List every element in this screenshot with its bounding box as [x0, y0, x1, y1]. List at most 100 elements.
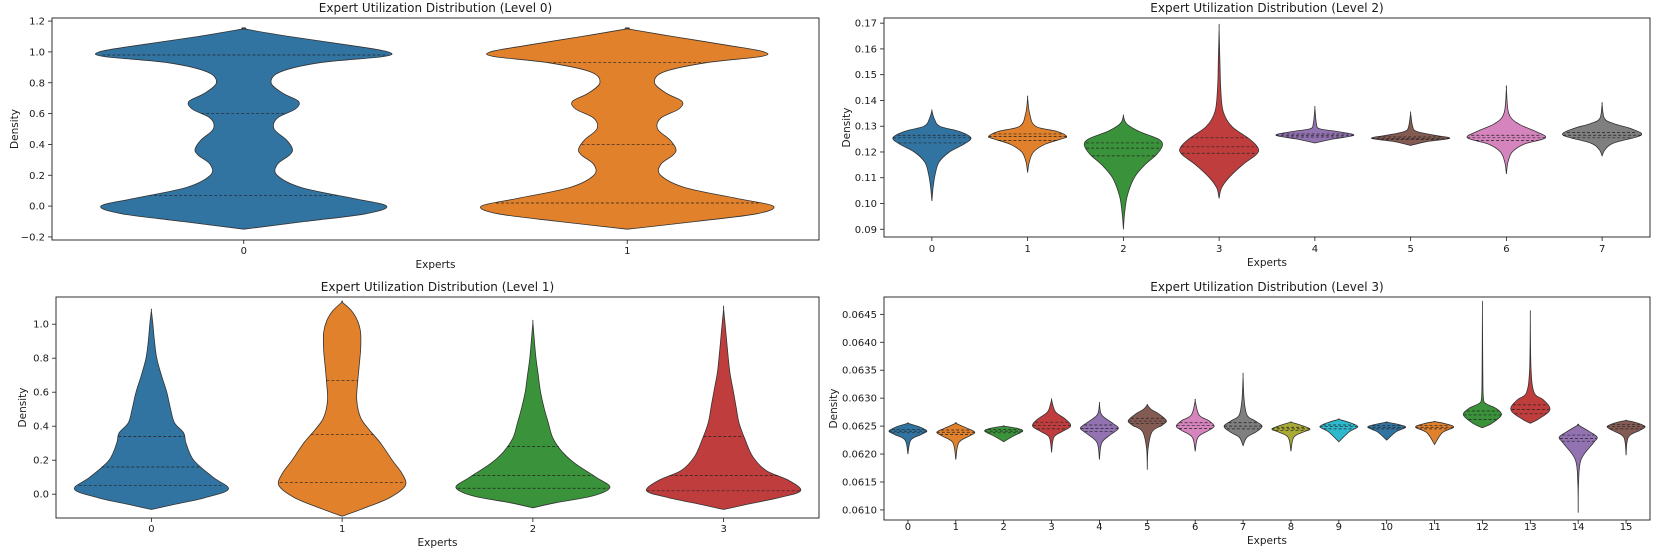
chart-title: Expert Utilization Distribution (Level 0… [319, 1, 552, 15]
panel-1: Expert Utilization Distribution (Level 2… [841, 1, 1651, 269]
x-tick-label: 13 [1524, 522, 1537, 533]
x-tick-label: 5 [1407, 244, 1413, 255]
violin-expert-13 [1510, 310, 1551, 424]
axes-frame [55, 296, 820, 519]
violin-expert-1 [480, 27, 775, 230]
y-tick-label: 0.14 [855, 96, 877, 107]
y-tick-label: 0.0 [29, 202, 45, 213]
violin-expert-1 [936, 422, 976, 460]
violin-expert-0 [95, 27, 393, 230]
violin-expert-4 [1275, 105, 1355, 144]
x-tick-label: 1 [339, 524, 345, 535]
y-tick-label: 0.2 [29, 171, 45, 182]
axes-frame [883, 296, 1651, 521]
y-tick-label: 0.15 [855, 70, 877, 81]
x-tick-label: 15 [1620, 522, 1633, 533]
x-tick-label: 3 [1048, 522, 1054, 533]
y-tick-label: 0.4 [33, 422, 49, 433]
x-tick-label: 0 [905, 522, 911, 533]
violin-expert-4 [1080, 401, 1119, 460]
x-tick-label: 2 [1120, 244, 1126, 255]
y-tick-label: 0.8 [29, 78, 45, 89]
x-tick-label: 0 [241, 246, 247, 257]
violin-expert-14 [1558, 423, 1598, 513]
x-tick-label: 8 [1288, 522, 1294, 533]
violin-expert-2 [984, 425, 1024, 443]
panel-2: Expert Utilization Distribution (Level 1… [17, 280, 820, 549]
chart-title: Expert Utilization Distribution (Level 2… [1150, 1, 1383, 15]
y-tick-label: 0.0610 [842, 505, 877, 516]
y-tick-label: 0.4 [29, 140, 45, 151]
y-tick-label: 0.10 [855, 199, 877, 210]
y-tick-label: 0.2 [33, 456, 49, 467]
x-tick-label: 10 [1380, 522, 1393, 533]
y-tick-label: 0.6 [29, 109, 45, 120]
violin-expert-10 [1367, 421, 1407, 441]
y-tick-label: 0.13 [855, 122, 877, 133]
panel-0: Expert Utilization Distribution (Level 0… [9, 1, 820, 271]
axes-frame [883, 17, 1651, 238]
y-tick-label: 0.6 [33, 388, 49, 399]
violin-expert-6 [1175, 398, 1215, 452]
violin-expert-8 [1271, 421, 1311, 452]
x-tick-label: 7 [1240, 522, 1246, 533]
y-axis-label: Density [9, 109, 21, 149]
x-tick-label: 1 [624, 246, 630, 257]
violin-expert-1 [277, 300, 407, 517]
violin-expert-5 [1127, 403, 1167, 470]
violin-expert-7 [1223, 372, 1263, 447]
x-tick-label: 1 [953, 522, 959, 533]
chart-title: Expert Utilization Distribution (Level 3… [1150, 280, 1383, 294]
y-tick-label: 1.2 [29, 17, 45, 28]
violin-expert-12 [1462, 300, 1502, 429]
violin-expert-2 [1083, 114, 1163, 230]
x-tick-label: 9 [1336, 522, 1342, 533]
x-tick-label: 4 [1096, 522, 1102, 533]
y-tick-label: 0.12 [855, 147, 877, 158]
y-tick-label: 1.0 [33, 320, 49, 331]
x-axis-label: Experts [416, 259, 456, 271]
x-tick-label: 3 [1216, 244, 1222, 255]
violin-expert-2 [455, 319, 611, 509]
y-tick-label: −0.2 [21, 232, 45, 243]
x-tick-label: 7 [1599, 244, 1605, 255]
violin-expert-3 [1032, 398, 1072, 453]
y-tick-label: 0.0635 [842, 366, 877, 377]
y-tick-label: 0.0640 [842, 338, 877, 349]
y-tick-label: 0.0 [33, 490, 49, 501]
axes-frame [51, 17, 820, 241]
y-tick-label: 0.0645 [842, 310, 877, 321]
panel-3: Expert Utilization Distribution (Level 3… [828, 280, 1651, 547]
violin-expert-3 [1179, 23, 1260, 199]
x-axis-label: Experts [1247, 535, 1287, 547]
x-axis-label: Experts [418, 537, 458, 549]
x-tick-label: 12 [1476, 522, 1489, 533]
y-tick-label: 0.0625 [842, 422, 877, 433]
x-tick-label: 0 [929, 244, 935, 255]
y-tick-label: 0.09 [855, 225, 877, 236]
x-tick-label: 1 [1024, 244, 1030, 255]
violin-expert-3 [646, 305, 802, 510]
y-tick-label: 0.8 [33, 354, 49, 365]
y-tick-label: 0.17 [855, 19, 877, 30]
chart-title: Expert Utilization Distribution (Level 1… [321, 280, 554, 294]
violin-expert-9 [1319, 418, 1359, 443]
y-tick-label: 0.0615 [842, 477, 877, 488]
y-axis-label: Density [17, 388, 29, 428]
violin-expert-5 [1371, 111, 1451, 146]
x-tick-label: 11 [1428, 522, 1441, 533]
violin-expert-15 [1606, 419, 1646, 456]
violin-expert-1 [988, 95, 1068, 173]
y-tick-label: 0.11 [855, 173, 877, 184]
x-axis-label: Experts [1247, 257, 1287, 269]
x-tick-label: 6 [1192, 522, 1198, 533]
violin-expert-0 [888, 422, 928, 455]
x-tick-label: 6 [1503, 244, 1509, 255]
y-axis-label: Density [828, 389, 840, 429]
violin-expert-7 [1562, 102, 1643, 157]
violin-expert-0 [73, 308, 229, 510]
x-tick-label: 14 [1572, 522, 1585, 533]
y-axis-label: Density [841, 108, 853, 148]
y-tick-label: 0.0620 [842, 450, 877, 461]
